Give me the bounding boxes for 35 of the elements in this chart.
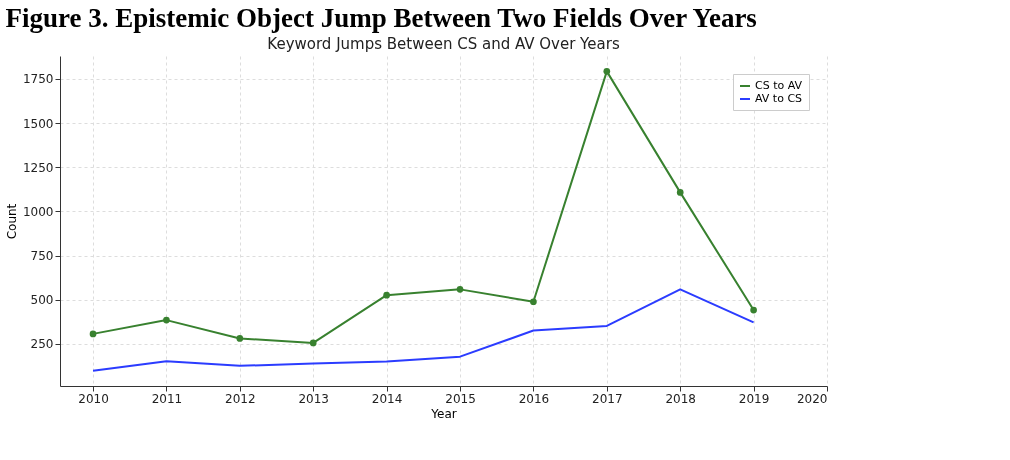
y-tick-label: 750 xyxy=(30,249,54,264)
point xyxy=(383,291,390,299)
x-tick-label: 2015 xyxy=(445,391,476,406)
point xyxy=(163,316,170,324)
y-tick-label: 250 xyxy=(30,337,54,352)
x-tick-label: 2012 xyxy=(225,391,256,406)
legend-label: AV to CS xyxy=(755,92,803,105)
x-tick-label: 2010 xyxy=(78,391,109,406)
x-tick-label: 2019 xyxy=(738,391,770,406)
y-tick-label: 500 xyxy=(30,293,54,308)
x-tick-label: 2014 xyxy=(371,391,403,406)
legend-label: CS to AV xyxy=(755,79,803,92)
x-tick-label: 2017 xyxy=(592,391,623,406)
y-tick-label: 1250 xyxy=(22,160,54,175)
point xyxy=(676,189,684,196)
chart-title: Figure 3. Epistemic Object Jump Between Two Fields Over Years xyxy=(5,3,757,33)
point xyxy=(456,286,464,293)
x-tick-label: 2018 xyxy=(665,391,696,406)
chart-subtitle: Keyword Jumps Between CS and AV Over Years xyxy=(267,35,620,53)
y-axis-title: Count xyxy=(4,203,19,240)
x-tick-label: 2020 xyxy=(796,391,828,406)
point xyxy=(236,335,244,342)
x-tick-label: 2011 xyxy=(151,391,183,406)
line-series xyxy=(92,288,755,372)
y-tick-label: 1000 xyxy=(22,204,54,219)
y-tick-label: 1750 xyxy=(22,72,54,87)
point xyxy=(603,68,611,75)
x-axis-title: Year xyxy=(430,406,457,421)
point xyxy=(530,298,537,306)
point xyxy=(750,306,757,314)
x-tick-label: 2013 xyxy=(298,391,329,406)
x-tick-label: 2016 xyxy=(518,391,550,406)
point xyxy=(89,330,97,338)
point xyxy=(309,339,317,347)
y-tick-label: 1500 xyxy=(22,116,54,131)
